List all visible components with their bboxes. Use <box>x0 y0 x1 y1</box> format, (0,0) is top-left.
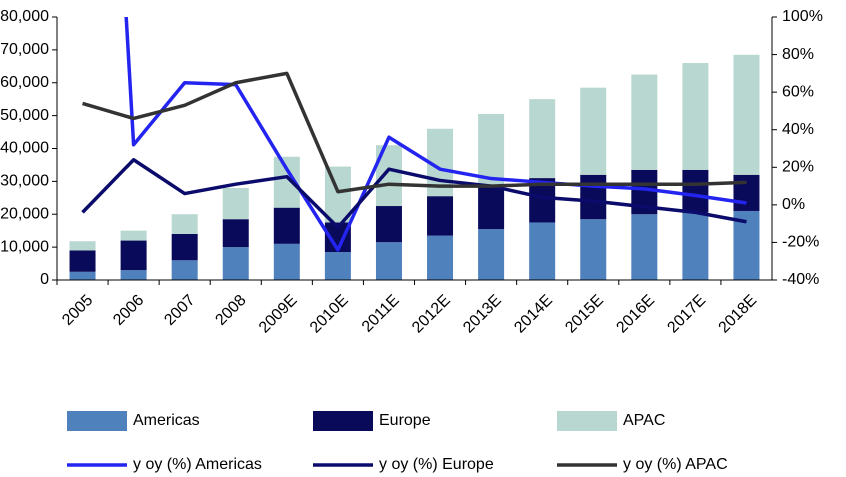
bar <box>171 233 198 261</box>
bar <box>273 207 300 244</box>
bar <box>222 219 249 248</box>
x-tick-label: 2018E <box>716 292 761 337</box>
bar <box>580 219 607 280</box>
x-tick-label: 2016E <box>613 292 658 337</box>
x-tick-label: 2005 <box>59 292 96 329</box>
bar <box>580 87 607 175</box>
bar <box>529 99 556 179</box>
bar <box>733 210 760 280</box>
bar <box>682 169 709 213</box>
y2-tick-label: -20% <box>782 234 819 251</box>
bar <box>222 187 249 220</box>
legend-label: Americas <box>133 412 200 429</box>
y-tick-label: 50,000 <box>0 107 49 124</box>
x-tick-label: 2008 <box>212 292 249 329</box>
y-tick-label: 70,000 <box>0 41 49 58</box>
line <box>82 71 747 194</box>
y-tick-label: 80,000 <box>0 8 49 25</box>
y2-tick-label: 80% <box>782 46 814 63</box>
y2-tick-label: 20% <box>782 159 814 176</box>
x-tick-label: 2009E <box>256 292 301 337</box>
bar <box>682 63 709 170</box>
bar <box>120 230 147 241</box>
x-tick-label: 2017E <box>664 292 709 337</box>
x-tick-label: 2010E <box>307 292 352 337</box>
x-tick-label: 2006 <box>110 292 147 329</box>
bar <box>375 206 402 243</box>
legend-label: Europe <box>379 412 431 429</box>
line <box>124 17 747 252</box>
bar <box>375 242 402 280</box>
legend-swatch <box>557 411 617 431</box>
bar <box>120 240 147 271</box>
bar <box>733 54 760 175</box>
x-tick-label: 2014E <box>511 292 556 337</box>
bar <box>478 186 505 230</box>
y2-tick-label: 60% <box>782 83 814 100</box>
y-tick-label: 20,000 <box>0 205 49 222</box>
bar <box>69 271 96 280</box>
bar <box>427 196 454 236</box>
legend-swatch <box>67 411 127 431</box>
bar <box>120 270 147 280</box>
bar <box>222 247 249 280</box>
bar <box>171 214 198 234</box>
legend-label: y oy (%) Americas <box>133 456 262 473</box>
bar <box>69 250 96 272</box>
bar <box>682 212 709 280</box>
x-tick-label: 2012E <box>409 292 454 337</box>
bar <box>427 235 454 280</box>
y2-tick-label: 0% <box>782 196 805 213</box>
bar <box>580 174 607 220</box>
bar <box>733 174 760 211</box>
legend-label: APAC <box>623 412 665 429</box>
y-tick-label: 0 <box>40 271 49 288</box>
bar <box>478 229 505 280</box>
legend-label: y oy (%) APAC <box>623 456 728 473</box>
y-tick-label: 60,000 <box>0 74 49 91</box>
bar <box>69 241 96 251</box>
y2-tick-label: 100% <box>782 8 823 25</box>
x-tick-label: 2007 <box>161 292 198 329</box>
lines <box>81 17 747 252</box>
y-tick-label: 30,000 <box>0 173 49 190</box>
legend-label: y oy (%) Europe <box>379 456 494 473</box>
bar <box>529 222 556 280</box>
bar <box>631 214 658 280</box>
x-tick-label: 2015E <box>562 292 607 337</box>
bar <box>631 74 658 170</box>
bar <box>478 113 505 187</box>
y2-tick-label: 40% <box>782 121 814 138</box>
bar <box>324 252 351 280</box>
x-tick-label: 2013E <box>460 292 505 337</box>
y2-tick-label: -40% <box>782 271 819 288</box>
line <box>81 158 747 230</box>
y-tick-label: 40,000 <box>0 140 49 157</box>
bar <box>171 260 198 280</box>
y-tick-label: 10,000 <box>0 238 49 255</box>
x-tick-label: 2011E <box>359 292 403 336</box>
bar <box>273 243 300 280</box>
legend-swatch <box>313 411 373 431</box>
